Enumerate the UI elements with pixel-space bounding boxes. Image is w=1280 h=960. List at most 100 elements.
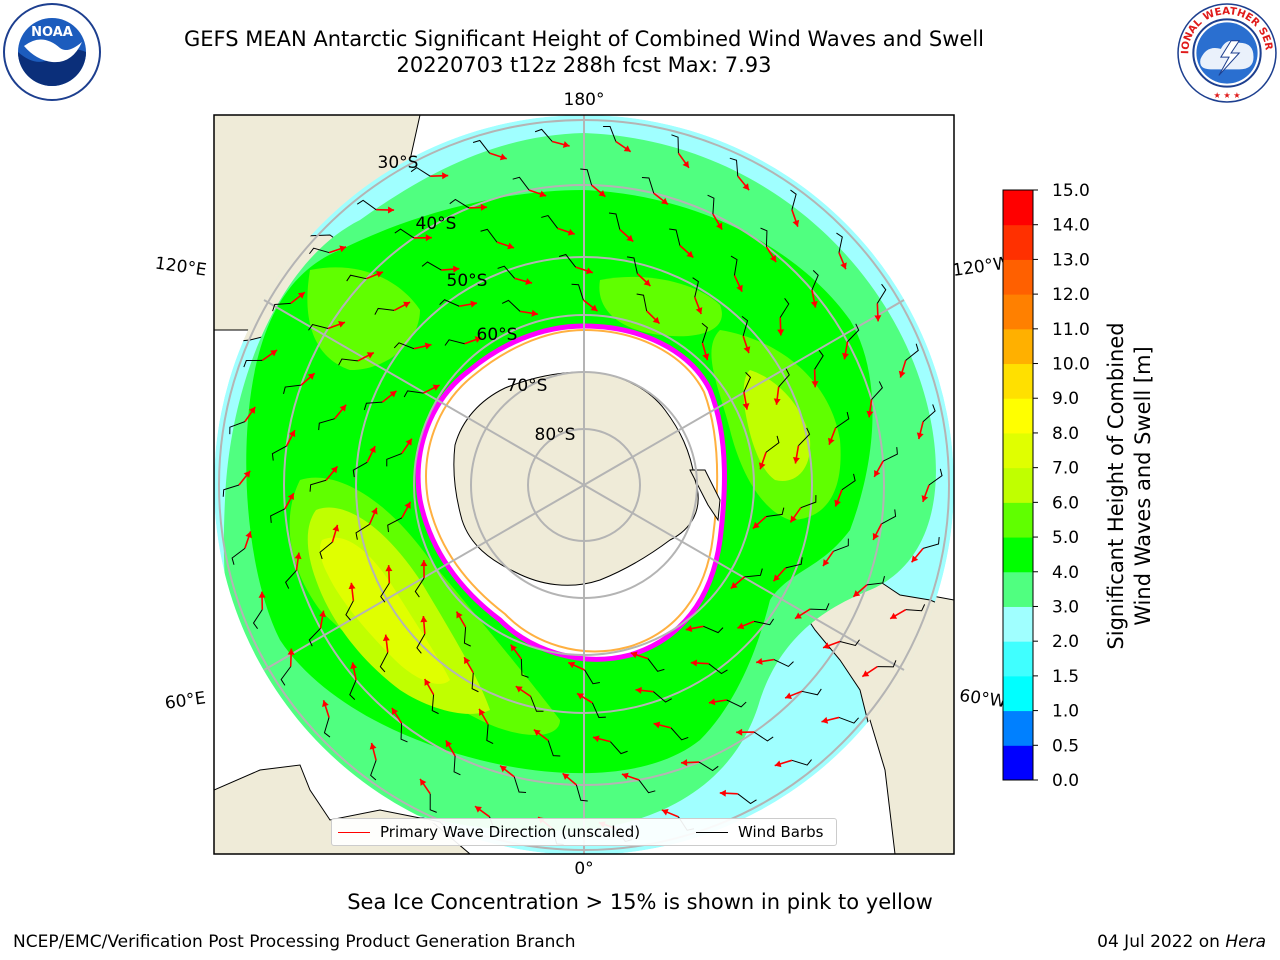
wind-barb <box>222 484 240 497</box>
lon-label-60e: 60°E <box>164 688 207 713</box>
lat-label-30s: 30°S <box>378 153 419 173</box>
wind-barb <box>280 666 292 686</box>
wave-direction-arrowhead <box>690 659 698 667</box>
wave-direction-arrowhead <box>453 265 460 273</box>
wave-direction-arrowhead <box>294 552 302 560</box>
wind-barb <box>847 323 860 342</box>
wind-barb <box>501 299 521 312</box>
colorbar-tick-label: 15.0 <box>1052 181 1090 201</box>
wave-direction-arrowhead <box>742 403 750 410</box>
wind-barb <box>374 307 395 315</box>
wind-barb <box>403 390 424 398</box>
wind-barb <box>647 658 665 672</box>
wave-direction-arrowhead <box>853 590 861 597</box>
wind-barb <box>833 538 849 552</box>
colorbar-swatch <box>1003 745 1033 781</box>
wave-direction-arrowhead <box>621 772 629 780</box>
wave-direction-arrowhead <box>515 686 523 693</box>
colorbar-label-line-2: Wind Waves and Swell [m] <box>1131 346 1155 626</box>
wave-direction-arrowhead <box>432 384 440 391</box>
wave-direction-arrowhead <box>474 336 482 343</box>
wave-direction-arrowhead <box>470 300 477 308</box>
wave-direction-arrowhead <box>332 524 340 532</box>
wind-barb <box>811 269 819 291</box>
wave-direction-arrowhead <box>862 670 870 677</box>
wind-barb <box>252 609 263 629</box>
wind-barb <box>283 384 302 394</box>
colorbar-border <box>1002 189 1034 781</box>
colorbar-swatch <box>1003 398 1033 434</box>
wave-direction-arrowhead <box>716 222 723 230</box>
wind-barb <box>841 473 856 491</box>
wave-direction-arrowhead <box>773 398 781 405</box>
legend-item-wind-barbs: Wind Barbs <box>696 823 823 841</box>
wind-barb <box>231 547 246 565</box>
wind-barb <box>271 445 287 461</box>
map-legend: Primary Wave Direction (unscaled) Wind B… <box>331 818 837 846</box>
colorbar-swatch <box>1003 432 1033 469</box>
wind-barb <box>272 302 291 312</box>
wave-direction-arrowhead <box>287 493 294 501</box>
wave-direction-arrowhead <box>567 228 575 236</box>
wave-direction-arrowhead <box>376 270 383 278</box>
wave-direction-arrowhead <box>769 255 777 263</box>
wind-barb <box>393 342 415 350</box>
wave-direction-arrowhead <box>652 316 660 324</box>
wave-direction-arrowhead <box>792 456 800 464</box>
wind-barb <box>785 557 803 569</box>
colorbar: 0.0 0.5 1.0 1.5 2.0 3.0 4.0 5.0 6.0 7.0 8.0 9.0 10.0… <box>1002 181 1090 791</box>
wave-direction-arrowhead <box>874 315 882 322</box>
wave-direction-arrowhead <box>756 658 763 665</box>
antarctica-land <box>453 371 699 586</box>
wind-barb <box>778 368 790 388</box>
wave-direction-arrowhead <box>590 304 598 312</box>
wave-direction-arrowhead <box>568 661 576 669</box>
wind-barb <box>486 724 494 744</box>
wind-barb <box>480 228 498 243</box>
nws-logo: NATIONAL WEATHER SERVICE ★ ★ ★ <box>1176 2 1277 103</box>
wind-barb <box>741 316 749 337</box>
wave-direction-arrowhead <box>479 708 486 716</box>
wave-direction-arrowhead <box>737 622 745 630</box>
wave-direction-arrowhead <box>653 721 661 729</box>
wind-barb <box>571 283 584 301</box>
wave-direction-arrowhead <box>643 279 651 286</box>
wind-barb <box>400 723 408 743</box>
colorbar-tick-label: 5.0 <box>1052 528 1079 548</box>
wind-barb <box>905 343 919 361</box>
colorbar-tick-label: 12.0 <box>1052 285 1090 305</box>
wave-direction-arrowhead <box>736 284 743 292</box>
colorbar-swatch <box>1003 363 1033 399</box>
wave-direction-arrowhead <box>872 532 880 540</box>
wind-barb <box>386 453 402 467</box>
wind-barb <box>729 157 739 177</box>
wind-barb <box>603 126 617 142</box>
colorbar-swatch <box>1003 467 1033 503</box>
wind-barb <box>810 603 830 611</box>
wind-barb <box>726 699 747 708</box>
colorbar-tick-label: 1.5 <box>1052 667 1079 687</box>
wave-direction-arrowhead <box>388 206 395 214</box>
wave-direction-arrowhead <box>577 693 584 700</box>
wind-barb <box>692 277 699 298</box>
vector-layer <box>222 126 943 845</box>
wave-direction-arrowhead <box>842 352 849 360</box>
wind-barb <box>338 358 358 366</box>
wind-barb <box>671 134 679 154</box>
wave-direction-arrowhead <box>840 262 847 270</box>
wave-direction-arrowhead <box>810 301 818 308</box>
wave-direction-arrowhead <box>288 430 296 438</box>
wind-barb <box>270 508 286 523</box>
wind-barb <box>318 418 335 431</box>
colorbar-tick-label: 0.5 <box>1052 736 1079 756</box>
wind-barb <box>653 691 672 703</box>
wind-barb <box>285 570 297 589</box>
wind-barb <box>744 568 763 578</box>
colorbar-swatch <box>1003 502 1033 538</box>
wave-direction-arrowhead <box>297 292 305 299</box>
wind-barb <box>905 604 926 612</box>
wind-barb <box>439 299 460 307</box>
wave-direction-arrowhead <box>338 321 345 328</box>
wave-direction-arrowhead <box>245 531 253 539</box>
wind-barb <box>743 371 752 393</box>
